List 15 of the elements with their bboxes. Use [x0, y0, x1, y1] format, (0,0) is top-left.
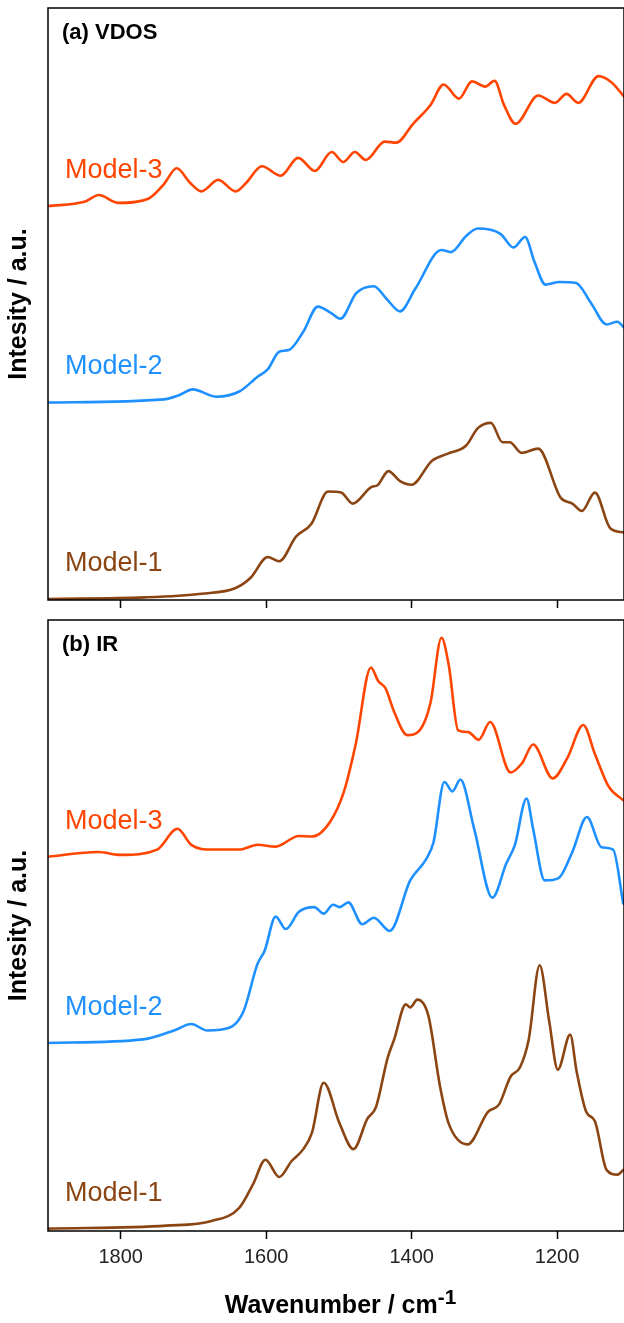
- y-axis-title: Intesity / a.u.: [2, 849, 31, 1002]
- series-label: Model-2: [65, 350, 163, 381]
- x-tick-label: 1600: [243, 1244, 289, 1267]
- y-axis-title: Intesity / a.u.: [2, 228, 31, 380]
- x-tick-label: 1200: [534, 1244, 580, 1267]
- chart-title: (b) IR: [62, 631, 119, 657]
- chart-title: (a) VDOS: [62, 19, 158, 45]
- x-tick-label: 1800: [98, 1244, 143, 1267]
- x-tick-label: 1400: [389, 1244, 434, 1267]
- x-axis-title: Wavenumber / cm$^{-1}$: [223, 1284, 458, 1321]
- series-label: Model-2: [65, 990, 163, 1021]
- series-label: Model-3: [65, 153, 163, 184]
- series-label: Model-1: [65, 1176, 163, 1207]
- series-label: Model-1: [65, 546, 163, 577]
- series-label: Model-3: [65, 804, 163, 835]
